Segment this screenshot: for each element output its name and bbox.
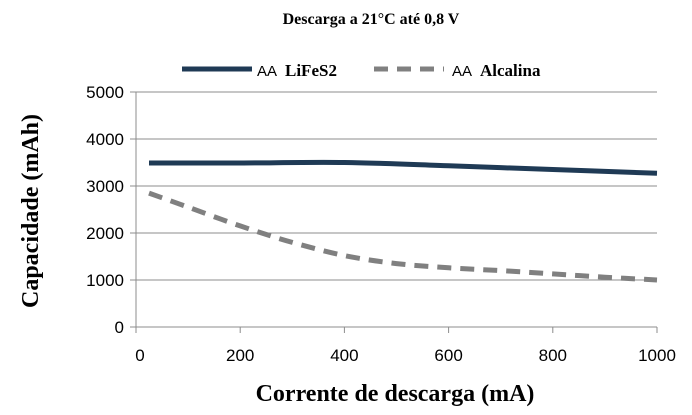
x-tick-labels: 0 200 400 600 800 1000 xyxy=(135,346,676,365)
x-tick-label-600: 600 xyxy=(434,346,462,365)
legend-item-lifes2: AA LiFeS2 xyxy=(182,61,337,80)
y-tick-label-4000: 4000 xyxy=(86,130,124,149)
x-tick-label-200: 200 xyxy=(226,346,254,365)
x-tick-label-0: 0 xyxy=(135,346,144,365)
legend-label-lifes2: LiFeS2 xyxy=(285,61,337,80)
legend-prefix-lifes2: AA xyxy=(257,63,277,80)
series-line-alcalina xyxy=(148,190,658,283)
gridlines xyxy=(136,91,657,281)
x-tick-label-400: 400 xyxy=(330,346,358,365)
y-tick-label-5000: 5000 xyxy=(86,83,124,102)
legend-label-alcalina: Alcalina xyxy=(480,61,541,80)
y-axis-label: Capacidade (mAh) xyxy=(18,114,44,308)
legend: AA LiFeS2 AA Alcalina xyxy=(182,61,541,80)
legend-item-alcalina: AA Alcalina xyxy=(374,61,541,80)
y-tick-label-2000: 2000 xyxy=(86,224,124,243)
y-tick-labels: 0 1000 2000 3000 4000 5000 xyxy=(86,83,124,337)
series-line-lifes2 xyxy=(149,159,658,176)
y-tick-label-0: 0 xyxy=(115,318,124,337)
x-tick-label-800: 800 xyxy=(539,346,567,365)
x-tick-label-1000: 1000 xyxy=(638,346,676,365)
axes xyxy=(130,91,658,333)
legend-prefix-alcalina: AA xyxy=(452,63,472,80)
y-tick-label-3000: 3000 xyxy=(86,177,124,196)
chart-title: Descarga a 21°C até 0,8 V xyxy=(283,11,460,28)
x-axis-label: Corrente de descarga (mA) xyxy=(256,381,535,407)
series-lines xyxy=(148,159,658,283)
y-tick-label-1000: 1000 xyxy=(86,271,124,290)
